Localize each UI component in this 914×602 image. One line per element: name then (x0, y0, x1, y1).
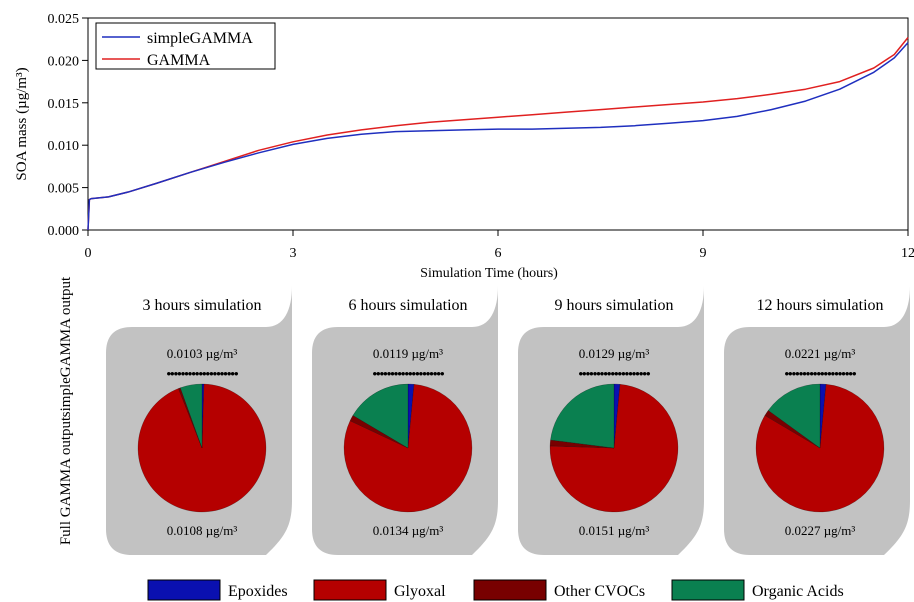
full-mass-label: 0.0108 µg/m³ (167, 523, 238, 538)
legend-label-glyoxal: Glyoxal (394, 583, 446, 600)
panel-title: 6 hours simulation (348, 297, 467, 314)
dotted-separator: •••••••••••••••••••• (166, 366, 238, 381)
y-tick-label: 0.010 (48, 139, 80, 154)
y-tick-label: 0.000 (48, 224, 80, 239)
x-tick-label: 12 (901, 246, 914, 261)
pie-panel: 12 hours simulation 0.0221 µg/m³ •••••••••… (724, 286, 910, 555)
simple-mass-label: 0.0119 µg/m³ (373, 346, 443, 361)
legend-swatch-other-cvocs (473, 579, 547, 601)
x-tick-label: 3 (290, 246, 297, 261)
y-axis-ticks: 0.000 0.005 0.010 0.015 0.020 0.025 (48, 12, 88, 239)
dotted-separator: •••••••••••••••••••• (784, 366, 856, 381)
x-axis-ticks: 0 3 6 9 12 (85, 230, 914, 261)
series-line-simplegamma (87, 42, 909, 231)
panel-title: 12 hours simulation (756, 297, 883, 314)
x-axis-label: Simulation Time (hours) (420, 266, 558, 281)
dotted-separator: •••••••••••••••••••• (372, 366, 444, 381)
pie-slice-organic-acids (550, 383, 615, 449)
pie-legend: Epoxides Glyoxal Other CVOCs Organic Acids (147, 579, 844, 601)
row-label-full-gamma: Full GAMMA output (58, 416, 74, 545)
x-tick-label: 0 (85, 246, 92, 261)
legend-swatch-epoxides (147, 579, 221, 601)
legend-swatch-organic-acids (671, 579, 745, 601)
legend-label-gamma: GAMMA (147, 52, 211, 69)
legend-label-organic-acids: Organic Acids (752, 583, 844, 600)
legend-label-other-cvocs: Other CVOCs (554, 583, 645, 600)
pie-section: simpleGAMMA output Full GAMMA output 3 h… (58, 276, 910, 555)
legend-box (95, 22, 276, 70)
pie-slice-organic-acids (352, 383, 409, 449)
full-mass-label: 0.0134 µg/m³ (373, 523, 444, 538)
row-label-simplegamma: simpleGAMMA output (58, 276, 74, 417)
series-layer (87, 37, 909, 231)
pie-panel: 6 hours simulation 0.0119 µg/m³ ••••••••••… (312, 286, 498, 555)
legend-label-simplegamma: simpleGAMMA (147, 30, 253, 47)
y-tick-label: 0.005 (48, 182, 80, 197)
full-mass-label: 0.0151 µg/m³ (579, 523, 650, 538)
simple-mass-label: 0.0221 µg/m³ (785, 346, 856, 361)
x-tick-label: 6 (495, 246, 502, 261)
y-tick-label: 0.015 (48, 97, 80, 112)
pie-panels: 3 hours simulation 0.0103 µg/m³ ••••••••••… (106, 286, 910, 555)
pie-panel: 9 hours simulation 0.0129 µg/m³ ••••••••••… (518, 286, 704, 555)
y-tick-label: 0.020 (48, 54, 80, 69)
x-tick-label: 9 (700, 246, 707, 261)
pie-panel: 3 hours simulation 0.0103 µg/m³ ••••••••••… (106, 286, 292, 555)
simple-mass-label: 0.0129 µg/m³ (579, 346, 650, 361)
panel-title: 9 hours simulation (554, 297, 673, 314)
dotted-separator: •••••••••••••••••••• (578, 366, 650, 381)
legend-label-epoxides: Epoxides (228, 583, 288, 600)
simple-mass-label: 0.0103 µg/m³ (167, 346, 238, 361)
panel-title: 3 hours simulation (142, 297, 261, 314)
legend: simpleGAMMA GAMMA (95, 22, 276, 70)
line-chart: 0.000 0.005 0.010 0.015 0.020 0.025 0 3 6 9 12 SO… (14, 12, 914, 281)
y-axis-label: SOA mass (µg/m³) (14, 67, 30, 180)
pie-slice-organic-acids (768, 383, 821, 449)
legend-swatch-glyoxal (313, 579, 387, 601)
full-mass-label: 0.0227 µg/m³ (785, 523, 856, 538)
pie-slice-organic-acids (180, 383, 203, 449)
y-tick-label: 0.025 (48, 12, 80, 27)
